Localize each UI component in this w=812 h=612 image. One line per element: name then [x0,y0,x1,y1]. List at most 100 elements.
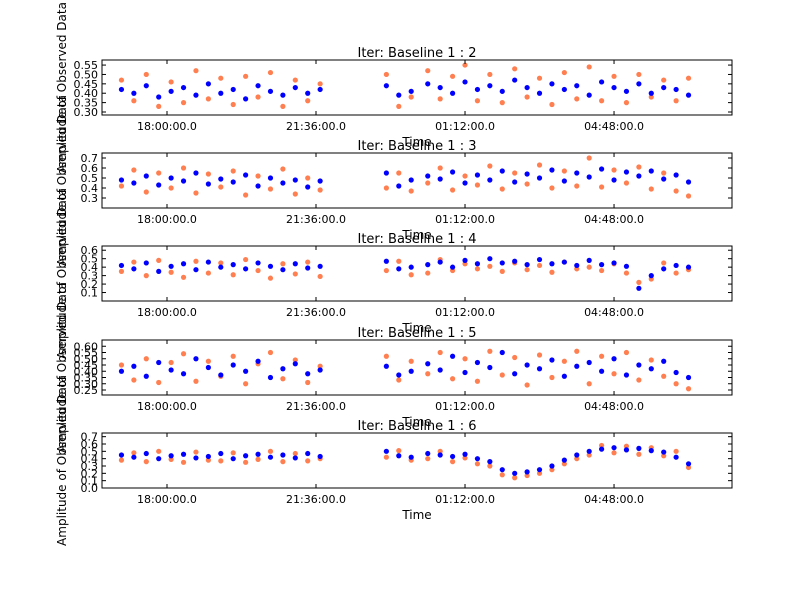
point [143,356,149,362]
point [243,73,249,79]
point [305,450,311,457]
point [243,368,249,374]
point [396,258,402,264]
point [474,98,481,104]
point [143,260,149,266]
point [168,88,174,94]
point [512,258,518,264]
point [623,443,630,449]
point [549,269,555,275]
point [255,260,261,266]
point [205,96,211,102]
point [383,353,389,359]
point [425,262,431,268]
subplot-title: Iter: Baseline 1 : 3 [358,139,477,154]
point [487,463,493,469]
point [255,456,261,462]
point [317,86,323,93]
subplot-title: Iter: Baseline 1 : 2 [358,46,477,61]
y-tick-label: 0.55 [74,347,99,360]
point [280,452,286,458]
point [396,92,402,98]
point [317,453,323,460]
point [205,171,211,177]
point [218,264,224,270]
point [574,170,580,176]
point [267,454,274,460]
point [536,470,543,476]
point [143,173,149,179]
point [685,264,692,270]
point [437,176,443,182]
y-tick-label: 0.4 [81,453,99,466]
x-tick-label: 04:48:00.0 [584,120,644,133]
point [636,285,642,291]
point [168,185,174,191]
point [218,260,224,266]
point [131,90,137,96]
point [230,262,236,268]
point [474,378,481,384]
point [449,453,456,460]
point [524,267,530,273]
point [267,275,274,281]
point [396,453,402,459]
point [255,358,261,364]
point [383,185,389,191]
y-tick-label: 0.3 [81,192,99,205]
point [487,163,493,169]
point [661,373,667,379]
point [180,261,187,267]
point [193,449,199,455]
y-tick-label: 0.4 [81,261,99,274]
point [462,257,468,263]
point [243,172,249,178]
point [317,263,323,269]
point [685,464,692,471]
point [255,267,261,274]
point [383,170,389,176]
point [193,455,199,461]
axes-frame [101,339,733,396]
point [292,177,298,183]
point [396,448,402,454]
point [143,373,149,379]
point [408,94,414,100]
x-tick-label: 01:12:00.0 [435,493,495,506]
point [449,264,456,270]
point [292,450,298,457]
point [611,445,617,451]
y-tick-label: 0.45 [74,359,99,372]
y-tick-label: 0.7 [81,431,99,444]
point [118,77,125,83]
point [487,71,493,78]
subplot-title: Iter: Baseline 1 : 5 [358,326,477,341]
point [536,75,543,81]
x-tick-label: 01:12:00.0 [435,120,495,133]
point [449,459,456,465]
point [536,366,543,372]
point [586,381,592,387]
point [512,371,518,377]
point [205,358,211,364]
y-tick-label: 0.5 [81,445,99,458]
point [648,186,654,192]
point [599,262,605,268]
point [661,170,667,176]
point [156,448,162,454]
point [623,447,630,453]
point [648,168,654,174]
point [636,164,642,170]
point [143,450,149,457]
point [230,353,236,359]
y-tick-label: 0.60 [74,340,99,353]
point [425,173,431,179]
point [156,182,162,188]
point [131,377,137,383]
axes-frame [101,432,733,489]
point [267,186,274,192]
point [499,472,505,478]
point [512,354,518,361]
point [611,84,617,91]
